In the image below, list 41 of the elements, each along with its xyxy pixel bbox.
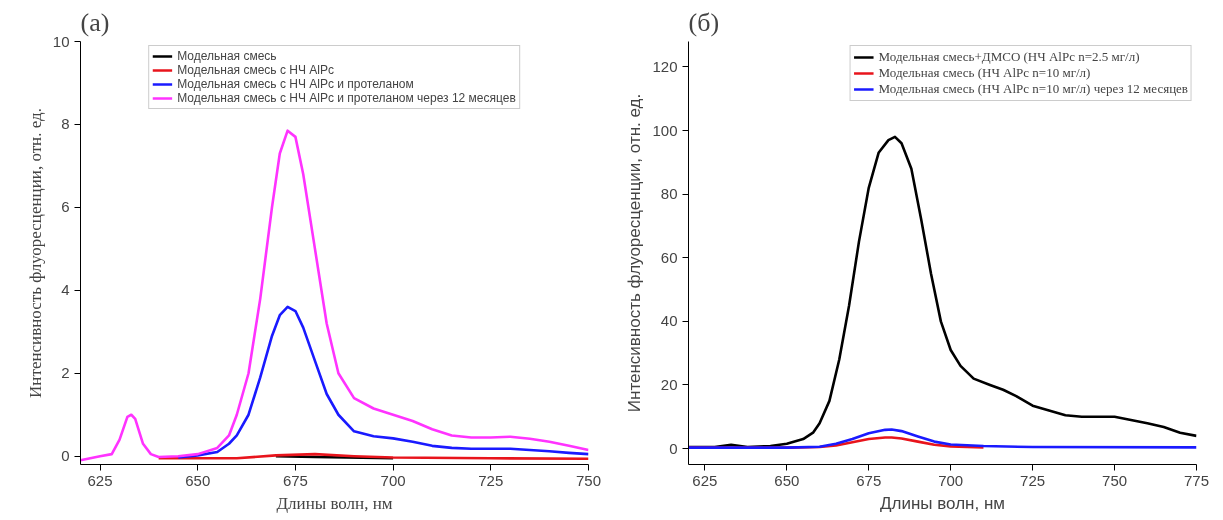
legend-label: Модельная смесь+ДМСО (НЧ AlPc n=2.5 мг/л) — [878, 49, 1140, 65]
y-tick-label: 2 — [61, 364, 70, 382]
x-tick-label: 725 — [478, 471, 504, 489]
y-tick-label: 60 — [660, 248, 678, 266]
y-tick-label: 6 — [61, 198, 70, 216]
line-series — [176, 305, 589, 459]
y-tick-label: 20 — [660, 375, 678, 393]
x-axis-title: Длины волн, нм — [276, 493, 393, 513]
line-series — [688, 428, 1197, 449]
y-tick-label: 40 — [660, 312, 678, 330]
y-tick-label: 0 — [669, 439, 678, 457]
x-tick-label: 650 — [774, 471, 800, 489]
y-tick-label: 0 — [61, 447, 70, 465]
y-tick-label: 100 — [652, 121, 678, 139]
x-tick-label: 675 — [856, 471, 882, 489]
x-tick-label: 625 — [692, 471, 718, 489]
x-tick-label: 625 — [87, 471, 113, 489]
legend-label: Модельная смесь с НЧ AlPc и протеланом через 12 месяцев — [177, 91, 516, 105]
x-tick-label: 750 — [1102, 471, 1128, 489]
y-tick-label: 4 — [61, 281, 70, 299]
y-tick-label: 120 — [652, 57, 678, 75]
y-tick-label: 80 — [660, 185, 678, 203]
x-tick-label: 700 — [938, 471, 964, 489]
x-axis-title: Длины волн, нм — [880, 493, 1006, 513]
chart-title: (б) — [688, 7, 720, 37]
legend-label: Модельная смесь (НЧ AlPc n=10 мг/л) через 12 месяцев — [878, 81, 1188, 97]
y-axis-title: Интенсивность флуоресценции, отн. ед. — [625, 93, 645, 413]
x-tick-label: 700 — [380, 471, 406, 489]
chart-title: (a) — [80, 7, 110, 37]
y-axis-title: Интенсивность флуоресценции, отн. ед. — [25, 108, 45, 398]
x-tick-label: 650 — [185, 471, 211, 489]
x-tick-label: 750 — [575, 471, 602, 489]
x-tick-label: 675 — [282, 471, 308, 489]
legend-label: Модельная смесь (НЧ AlPc n=10 мг/л) — [878, 65, 1091, 81]
legend-label: Модельная смесь с НЧ AlPc — [177, 63, 334, 77]
legend-label: Модельная смесь — [177, 49, 277, 63]
x-tick-label: 725 — [1020, 471, 1046, 489]
y-tick-label: 10 — [52, 32, 70, 50]
legend-label: Модельная смесь с НЧ AlPc и протеланом — [177, 77, 414, 91]
y-tick-label: 8 — [61, 115, 70, 133]
x-tick-label: 775 — [1183, 471, 1210, 489]
